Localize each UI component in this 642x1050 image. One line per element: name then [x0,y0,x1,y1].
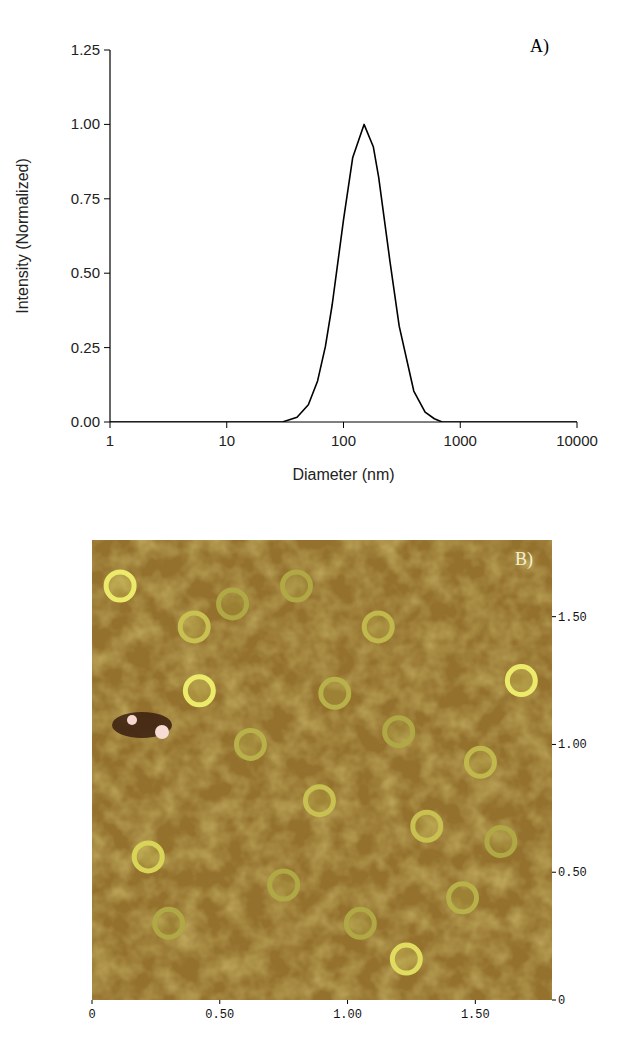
particle [155,909,183,937]
artefact-spot [155,725,169,739]
x-tick-label: 1.00 [333,1008,362,1022]
artefact-spot [127,715,137,725]
x-tick [219,1000,220,1004]
x-tick [92,1000,93,1004]
x-axis-title: Diameter (nm) [292,466,394,483]
y-tick [104,347,110,348]
y-tick-label: 0.00 [71,413,100,430]
particle [346,909,374,937]
particle [219,590,247,618]
y-tick [104,50,110,51]
y-tick-label: 0.50 [71,264,100,281]
image-ground [92,540,552,1000]
x-tick-label: 10 [218,432,235,449]
particle [385,718,413,746]
x-tick-label: 1.50 [461,1008,490,1022]
panel-label: B) [515,549,533,570]
size-distribution-curve [110,124,577,422]
afm-image [92,540,552,1000]
y-axis [109,50,110,422]
x-tick [475,1000,476,1004]
y-tick-label: 1.00 [558,738,587,752]
y-tick [104,273,110,274]
particle [466,748,494,776]
particle [270,871,298,899]
x-tick [347,1000,348,1004]
y-tick-label: 0.75 [71,190,100,207]
y-axis-title: Intensity (Normalized) [14,158,31,314]
y-tick-label: 1.00 [71,115,100,132]
panel-b: 0 0.50 1.00 1.50 0 0.50 1.00 1.50 B) [88,540,586,1022]
y-tick [104,422,110,423]
panel-label: A) [530,36,549,57]
x-tick-label: 0.50 [205,1008,234,1022]
particle [487,828,515,856]
x-tick-label: 0 [88,1008,95,1022]
y-tick [552,616,556,617]
y-tick-label: 1.50 [558,611,587,625]
particle [364,613,392,641]
y-tick [104,124,110,125]
image-texture [92,540,552,1000]
particle [185,677,213,705]
y-tick-label: 0.25 [71,339,100,356]
y-tick-label: 0 [558,994,565,1008]
particle [180,613,208,641]
panel-a: 0.00 0.25 0.50 0.75 1.00 1.25 1 10 100 1000 10000 D… [14,36,598,483]
x-tick [460,422,461,428]
x-tick-label: 1 [106,432,114,449]
y-tick [552,872,556,873]
y-tick [552,1000,556,1001]
y-tick [552,744,556,745]
x-tick-label: 10000 [556,432,598,449]
x-tick [577,422,578,428]
particle [236,730,264,758]
particle [106,572,134,600]
figure: 0.00 0.25 0.50 0.75 1.00 1.25 1 10 100 1000 10000 D… [0,0,642,1050]
particle [392,945,420,973]
y-tick-label: 0.50 [558,866,587,880]
plot-area [110,124,577,422]
artefact [112,712,172,738]
particle [507,667,535,695]
y-tick [104,198,110,199]
x-tick-label: 1000 [444,432,477,449]
particle [305,787,333,815]
x-tick-label: 100 [331,432,356,449]
x-tick [110,422,111,428]
x-tick [226,422,227,428]
particle [449,884,477,912]
particle [321,679,349,707]
x-tick [343,422,344,428]
particle [134,843,162,871]
particle [413,812,441,840]
particle [282,572,310,600]
y-tick-label: 1.25 [71,41,100,58]
